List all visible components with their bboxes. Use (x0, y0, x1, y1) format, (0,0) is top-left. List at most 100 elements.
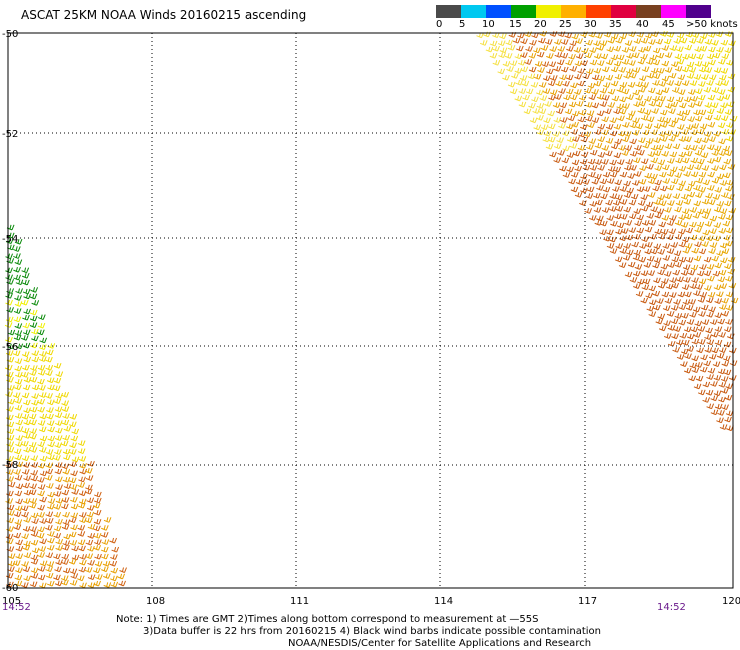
wind-barb (724, 263, 732, 270)
wind-barb (711, 165, 719, 171)
wind-barb (577, 116, 586, 123)
wind-barb (62, 545, 70, 551)
wind-barb (55, 559, 63, 566)
wind-barb (713, 206, 722, 213)
wind-barb (23, 407, 31, 414)
wind-barb (716, 201, 725, 207)
wind-barb (642, 142, 651, 149)
wind-barb (69, 517, 77, 524)
wind-barb (682, 53, 690, 60)
wind-barb (704, 67, 713, 73)
wind-barb (728, 283, 737, 289)
lat-tick-label: -50 (2, 29, 18, 40)
wind-barb (684, 353, 692, 360)
wind-barb (695, 192, 703, 198)
wind-barb (695, 362, 703, 368)
wind-barb (54, 566, 62, 573)
wind-barb (681, 80, 690, 86)
wind-barb (582, 179, 590, 185)
wind-barb (30, 554, 39, 561)
wind-barb (659, 185, 668, 192)
wind-barb (671, 87, 680, 93)
wind-barb (706, 108, 715, 115)
pass-time-right: 14:52 (657, 602, 686, 613)
wind-barb (78, 476, 86, 483)
wind-barb (716, 173, 725, 180)
wind-barb (643, 45, 652, 52)
wind-barb (509, 88, 518, 95)
wind-barb (536, 129, 545, 136)
wind-barb (619, 33, 628, 40)
wind-barb (716, 47, 724, 53)
wind-barb (629, 122, 638, 129)
wind-barb (86, 511, 95, 518)
wind-barb (666, 171, 675, 177)
wind-barb (613, 45, 622, 52)
wind-barb (62, 511, 70, 518)
wind-barb (71, 456, 80, 463)
wind-barb (45, 356, 53, 363)
wind-barb (701, 213, 710, 220)
wind-barb (6, 376, 14, 383)
wind-barb (479, 40, 488, 46)
wind-barb (697, 158, 705, 165)
wind-barb (699, 123, 708, 130)
wind-barb (531, 96, 539, 103)
wind-barb (721, 360, 730, 367)
wind-barb (595, 199, 603, 206)
wind-barb (713, 67, 722, 74)
wind-barb (707, 94, 716, 101)
wind-barb (714, 187, 723, 193)
wind-barb (638, 137, 646, 144)
wind-barb (37, 370, 46, 376)
wind-barb (713, 130, 722, 137)
wind-barb (559, 74, 567, 81)
wind-barb (47, 454, 55, 461)
wind-barb (23, 540, 31, 547)
wind-barb (558, 88, 566, 94)
wind-barb (711, 347, 719, 354)
wind-barb (54, 449, 62, 455)
wind-barb (643, 109, 652, 116)
wind-barb (585, 193, 594, 199)
wind-barb (636, 186, 645, 193)
wind-barb (625, 68, 634, 75)
wind-barb (723, 172, 731, 179)
wind-barb (719, 304, 727, 310)
wind-barb (6, 441, 15, 447)
wind-barb (5, 299, 13, 306)
wind-barb (705, 327, 713, 334)
wind-barb (701, 198, 710, 205)
wind-barb (670, 166, 678, 173)
wind-barb (727, 73, 736, 80)
wind-barb (650, 157, 659, 164)
wind-barb (632, 67, 641, 73)
wind-barb (717, 318, 725, 325)
wind-barb (13, 308, 22, 314)
wind-barb (669, 45, 678, 51)
wind-barb (87, 582, 96, 588)
wind-barb (21, 511, 29, 518)
wind-barb (668, 72, 677, 79)
wind-barb (646, 138, 654, 144)
wind-barb (530, 82, 539, 88)
wind-barb (558, 123, 566, 129)
wind-barb (707, 292, 716, 298)
wind-barb (591, 102, 600, 109)
wind-barb (497, 40, 506, 47)
wind-barb (528, 53, 537, 59)
wind-barb (21, 455, 30, 462)
wind-barb (703, 256, 712, 263)
wind-barb (676, 46, 684, 53)
wind-barb (92, 502, 101, 509)
wind-barb (21, 267, 30, 274)
wind-barb (39, 344, 47, 351)
wind-barb (47, 537, 55, 544)
wind-barb (30, 558, 39, 565)
wind-barb (109, 537, 117, 544)
wind-barb (69, 442, 77, 449)
wind-barb (607, 37, 616, 44)
wind-barb (697, 389, 706, 396)
wind-barb (709, 228, 717, 235)
